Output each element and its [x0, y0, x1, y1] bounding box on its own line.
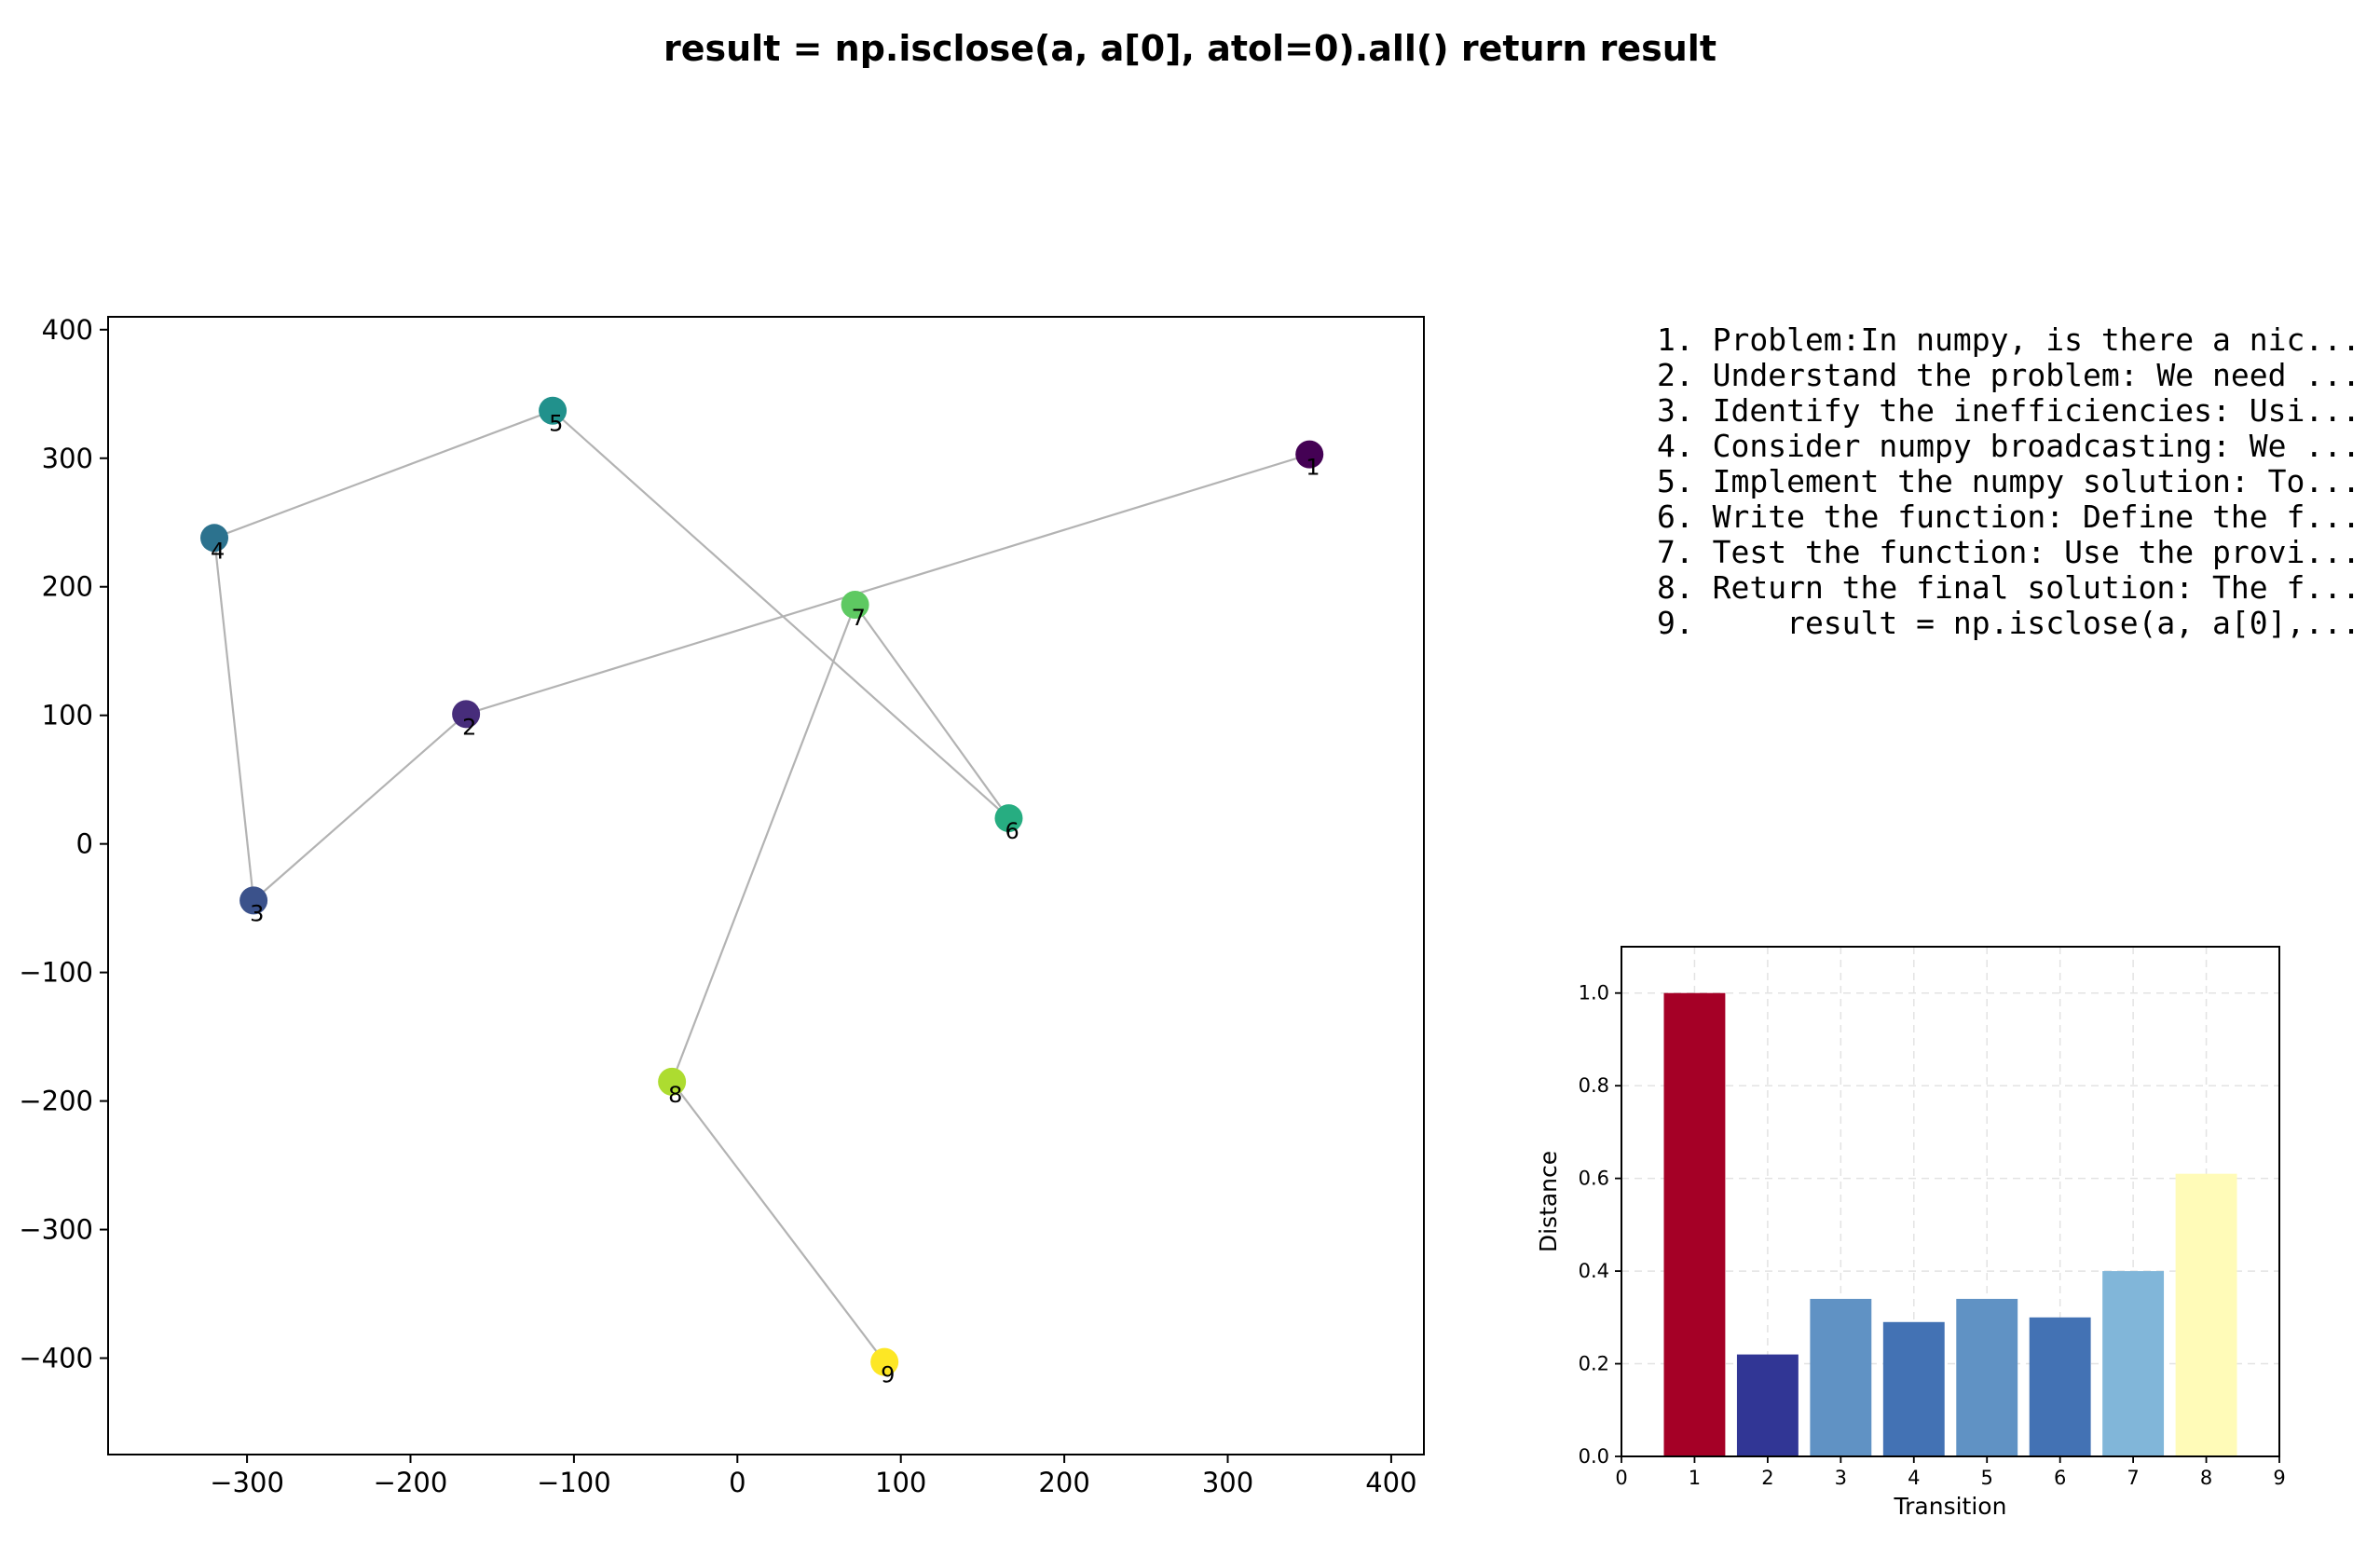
path-segment	[671, 604, 856, 1083]
point-label: 1	[1306, 455, 1320, 481]
path-segment	[552, 409, 1010, 819]
y-tick-label: 0.8	[1579, 1074, 1609, 1097]
bar	[2175, 1173, 2237, 1456]
step-line: 2. Understand the problem: We need ...	[1657, 357, 2360, 393]
x-tick-label: 0	[1615, 1467, 1627, 1489]
data-point	[658, 1067, 687, 1096]
bar	[2029, 1317, 2091, 1456]
step-line: 6. Write the function: Define the f...	[1657, 499, 2360, 535]
data-point	[452, 700, 481, 729]
x-tick-label: 7	[2127, 1467, 2139, 1489]
x-tick-label: 200	[1038, 1467, 1089, 1498]
y-tick-label: 0.4	[1579, 1260, 1609, 1282]
point-label: 8	[668, 1082, 682, 1108]
bar	[1956, 1298, 2018, 1456]
y-tick-label: 0.6	[1579, 1168, 1609, 1190]
data-point	[200, 524, 229, 553]
point-label: 9	[881, 1362, 895, 1388]
data-point	[539, 396, 568, 425]
x-tick-label: 8	[2200, 1467, 2212, 1489]
x-tick-label: 100	[875, 1467, 926, 1498]
data-point	[1295, 440, 1324, 469]
x-tick-label: 1	[1689, 1467, 1701, 1489]
point-label: 4	[211, 538, 225, 564]
y-tick-label: 1.0	[1579, 982, 1609, 1004]
point-label: 7	[852, 605, 866, 631]
data-point	[994, 804, 1023, 833]
step-line: 7. Test the function: Use the provi...	[1657, 534, 2360, 570]
step-line: 3. Identify the inefficiencies: Usi...	[1657, 392, 2360, 429]
y-tick-label: 0.2	[1579, 1353, 1609, 1375]
y-tick-label: 200	[42, 571, 93, 603]
path-segment	[212, 538, 255, 901]
step-line: 4. Consider numpy broadcasting: We ...	[1657, 428, 2360, 464]
y-tick-label: 100	[42, 700, 93, 731]
y-tick-label: −200	[19, 1086, 93, 1117]
y-tick-label: 400	[42, 314, 93, 346]
x-tick-label: 400	[1365, 1467, 1416, 1498]
x-axis-label: Transition	[1894, 1493, 2007, 1520]
x-tick-label: −300	[210, 1467, 284, 1498]
x-tick-label: 4	[1908, 1467, 1920, 1489]
bar	[1882, 1321, 1945, 1456]
point-label: 3	[250, 900, 264, 926]
point-label: 6	[1005, 818, 1019, 844]
y-tick-label: 0.0	[1579, 1445, 1609, 1468]
scatter-axes-frame	[107, 316, 1425, 1455]
step-line: 1. Problem:In numpy, is there a nic...	[1657, 321, 2360, 358]
bar-axes-frame	[1621, 946, 2280, 1457]
bar	[1736, 1354, 1799, 1456]
x-tick-label: 6	[2054, 1467, 2066, 1489]
point-label: 2	[462, 714, 476, 740]
step-line: 9. result = np.isclose(a, a[0],...	[1657, 605, 2360, 641]
step-line: 8. Return the final solution: The f...	[1657, 569, 2360, 606]
steps-list: 1. Problem:In numpy, is there a nic... 2…	[1657, 322, 2360, 641]
x-tick-label: 5	[1981, 1467, 1993, 1489]
x-tick-label: 9	[2273, 1467, 2285, 1489]
bar	[1663, 992, 1726, 1456]
data-point	[841, 591, 869, 620]
data-point	[870, 1347, 899, 1376]
path-segment	[213, 409, 554, 540]
x-tick-label: −100	[537, 1467, 611, 1498]
bar	[1810, 1298, 1872, 1456]
y-axis-label: Distance	[1535, 1151, 1562, 1252]
point-label: 5	[549, 411, 563, 437]
x-tick-label: 2	[1761, 1467, 1773, 1489]
y-tick-label: −300	[19, 1214, 93, 1246]
y-tick-label: −100	[19, 957, 93, 989]
y-tick-label: 300	[42, 443, 93, 474]
path-segment	[854, 604, 1010, 819]
x-tick-label: 300	[1202, 1467, 1253, 1498]
y-tick-label: 0	[76, 828, 93, 860]
data-point	[239, 886, 268, 915]
path-segment	[671, 1081, 886, 1363]
figure-title: result = np.isclose(a, a[0], atol=0).all…	[663, 28, 1717, 69]
path-segment	[253, 713, 467, 902]
step-line: 5. Implement the numpy solution: To...	[1657, 463, 2360, 499]
x-tick-label: 0	[729, 1467, 745, 1498]
x-tick-label: −200	[374, 1467, 448, 1498]
y-tick-label: −400	[19, 1343, 93, 1374]
bar	[2102, 1271, 2165, 1456]
x-tick-label: 3	[1835, 1467, 1847, 1489]
path-segment	[465, 453, 1310, 716]
